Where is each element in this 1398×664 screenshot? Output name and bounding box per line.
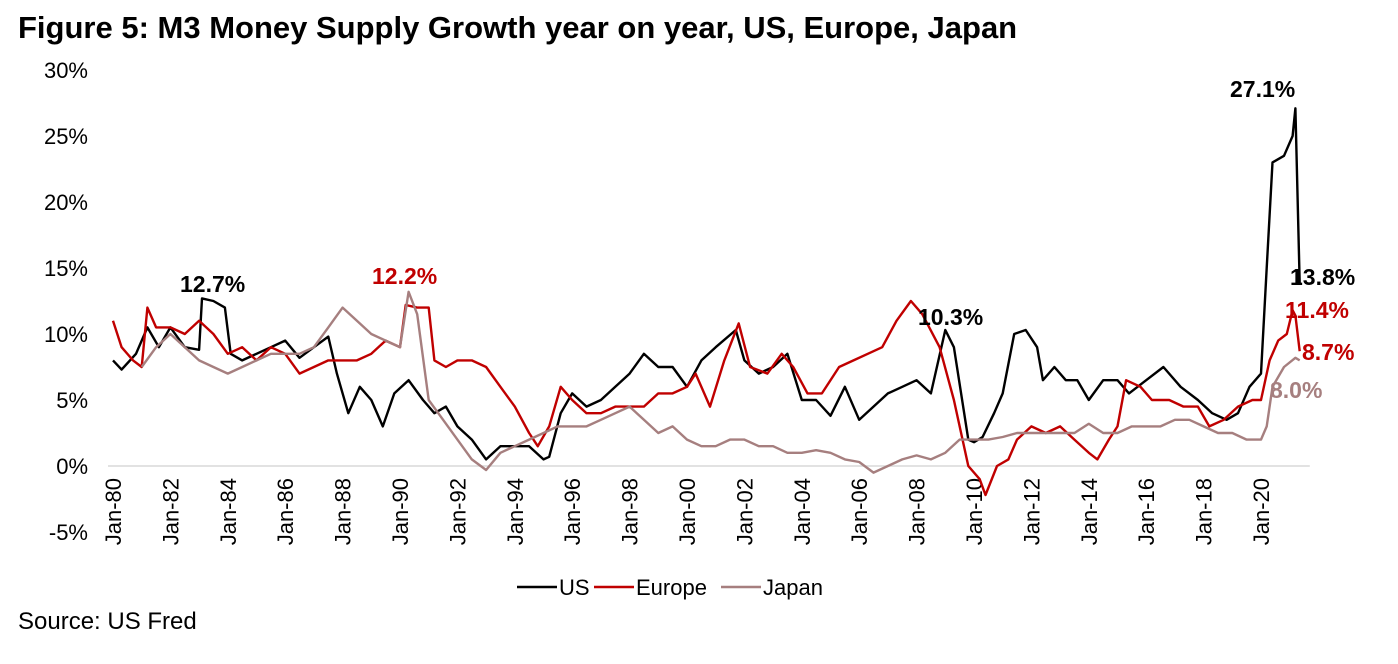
y-tick-label: 25% — [44, 124, 88, 149]
y-tick-label: -5% — [49, 520, 88, 545]
y-tick-label: 15% — [44, 256, 88, 281]
x-tick-label: Jan-92 — [445, 478, 470, 545]
x-tick-label: Jan-96 — [560, 478, 585, 545]
x-tick-label: Jan-88 — [331, 478, 356, 545]
series-line-us — [112, 107, 1301, 461]
x-tick-label: Jan-08 — [905, 478, 930, 545]
series-line-europe — [111, 299, 1301, 497]
data-label: 11.4% — [1285, 297, 1349, 323]
x-tick-label: Jan-84 — [216, 478, 241, 545]
x-tick-label: Jan-98 — [618, 478, 643, 545]
x-tick-label: Jan-80 — [101, 478, 126, 545]
chart-title: Figure 5: M3 Money Supply Growth year on… — [18, 10, 1018, 45]
data-label: 13.8% — [1290, 264, 1355, 290]
y-tick-label: 0% — [56, 454, 88, 479]
x-tick-label: Jan-86 — [273, 478, 298, 545]
x-tick-label: Jan-16 — [1134, 478, 1159, 545]
x-tick-label: Jan-00 — [675, 478, 700, 545]
data-label: 12.2% — [372, 263, 437, 289]
series-line-japan — [140, 290, 1301, 474]
legend-label-japan: Japan — [763, 575, 823, 600]
x-tick-label: Jan-02 — [732, 478, 757, 545]
y-tick-label: 30% — [44, 58, 88, 83]
x-tick-label: Jan-18 — [1192, 478, 1217, 545]
legend-label-us: US — [559, 575, 590, 600]
x-tick-label: Jan-20 — [1249, 478, 1274, 545]
data-label: 8.7% — [1302, 339, 1354, 365]
y-tick-label: 10% — [44, 322, 88, 347]
data-label: 8.0% — [1270, 377, 1322, 403]
legend-label-europe: Europe — [636, 575, 707, 600]
x-tick-label: Jan-90 — [388, 478, 413, 545]
x-tick-label: Jan-04 — [790, 478, 815, 545]
y-tick-label: 5% — [56, 388, 88, 413]
x-tick-label: Jan-82 — [158, 478, 183, 545]
data-label: 10.3% — [918, 304, 983, 330]
y-tick-label: 20% — [44, 190, 88, 215]
data-label: 27.1% — [1230, 76, 1295, 102]
x-tick-label: Jan-06 — [847, 478, 872, 545]
x-tick-label: Jan-94 — [503, 478, 528, 545]
x-tick-label: Jan-14 — [1077, 478, 1102, 545]
x-tick-label: Jan-12 — [1019, 478, 1044, 545]
chart-source: Source: US Fred — [18, 608, 197, 635]
data-label: 12.7% — [180, 271, 245, 297]
